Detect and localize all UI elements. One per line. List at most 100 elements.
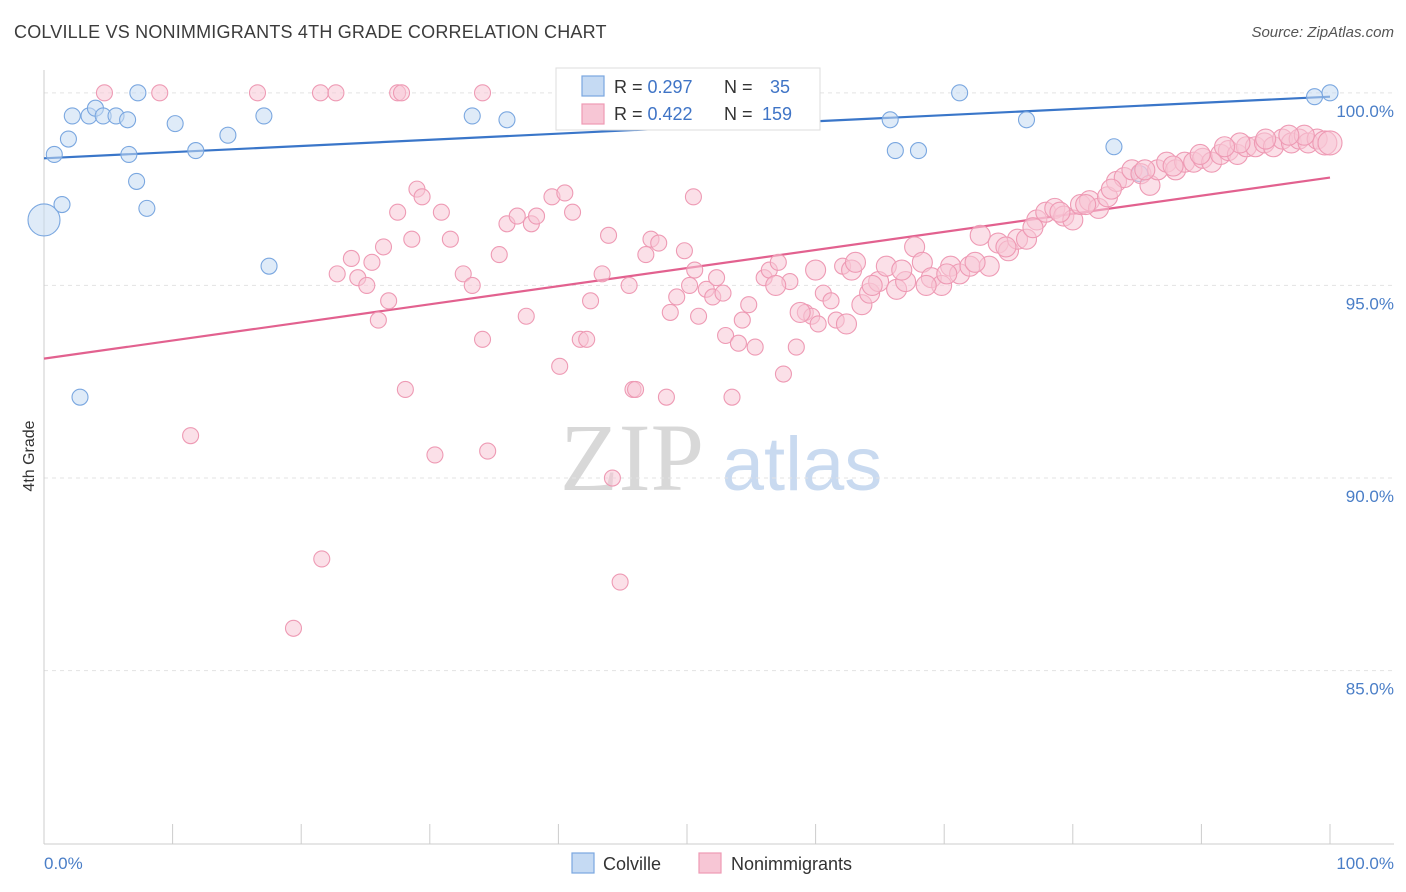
- nonimmigrants-point: [681, 276, 699, 294]
- nonimmigrants-point: [969, 224, 991, 246]
- trend-lines: [43, 95, 1331, 360]
- colville-point: [166, 115, 184, 133]
- nonimmigrants-point: [473, 84, 492, 102]
- nonimmigrants-point: [936, 263, 958, 285]
- nonimmigrants-point: [358, 276, 376, 294]
- nonimmigrants-point: [714, 284, 732, 302]
- nonimmigrants-point: [403, 230, 421, 248]
- colville-point: [260, 257, 278, 275]
- nonimmigrants-point: [578, 330, 596, 348]
- nonimmigrants-point: [740, 296, 758, 314]
- colville-point: [128, 172, 146, 190]
- nonimmigrants-point: [1278, 124, 1300, 146]
- nonimmigrants-point: [690, 307, 708, 325]
- nonimmigrants-point: [517, 307, 535, 325]
- nonimmigrants-point: [789, 301, 811, 323]
- bottom-legend-swatch-colville: [571, 852, 595, 874]
- nonimmigrants-point: [769, 253, 787, 271]
- nonimmigrants-point: [600, 226, 618, 244]
- nonimmigrants-point: [891, 259, 913, 281]
- legend-n-label-1: N =: [724, 77, 753, 97]
- nonimmigrants-point: [861, 274, 883, 296]
- colville-point: [881, 111, 899, 129]
- nonimmigrants-point: [454, 265, 472, 283]
- nonimmigrants-point: [479, 442, 497, 460]
- legend-n-label-2: N =: [724, 104, 753, 124]
- colville-point: [498, 111, 516, 129]
- y-tick-label: 95.0%: [1346, 294, 1394, 313]
- colville-point: [187, 142, 205, 160]
- nonimmigrants-point: [844, 251, 867, 273]
- colville-point: [129, 84, 147, 102]
- nonimmigrants-point: [563, 203, 582, 221]
- y-tick-label: 90.0%: [1346, 487, 1394, 506]
- nonimmigrants-point: [363, 253, 381, 271]
- nonimmigrants-point: [1134, 159, 1156, 181]
- nonimmigrants-point: [1189, 143, 1211, 166]
- axes: [43, 70, 1394, 845]
- nonimmigrants-point: [765, 274, 787, 296]
- y-tick-label: 85.0%: [1346, 680, 1394, 699]
- nonimmigrants-point: [835, 313, 858, 335]
- nonimmigrants-point: [311, 84, 330, 102]
- colville-point: [120, 145, 138, 164]
- nonimmigrants-point: [248, 84, 267, 102]
- colville-point: [1017, 111, 1036, 129]
- nonimmigrants-point: [729, 334, 747, 352]
- colville-point: [138, 199, 156, 217]
- nonimmigrants-point: [809, 315, 827, 333]
- nonimmigrants-point: [463, 276, 481, 294]
- legend-swatch-nonimmigrants: [581, 103, 605, 125]
- y-tick-label: 100.0%: [1336, 102, 1394, 121]
- nonimmigrants-point: [426, 446, 444, 464]
- colville-point: [255, 107, 273, 125]
- chart-title: COLVILLE VS NONIMMIGRANTS 4TH GRADE CORR…: [14, 22, 607, 42]
- nonimmigrants-point: [413, 188, 431, 206]
- nonimmigrants-point: [389, 203, 407, 221]
- nonimmigrants-point: [717, 326, 735, 345]
- nonimmigrants-point: [284, 619, 303, 637]
- legend-n-value-1: 35: [770, 77, 790, 97]
- nonimmigrants-point: [1213, 136, 1236, 158]
- nonimmigrants-point: [551, 357, 569, 375]
- legend-r-label-2: R =: [614, 104, 648, 124]
- nonimmigrants-point: [661, 303, 679, 321]
- nonimmigrants-point: [473, 330, 492, 348]
- nonimmigrants-point: [657, 388, 675, 406]
- bottom-legend-label-nonimmigrants: Nonimmigrants: [731, 854, 852, 874]
- nonimmigrants-point: [556, 184, 574, 202]
- nonimmigrants-point: [313, 550, 331, 568]
- nonimmigrants-point: [369, 311, 387, 329]
- colville-point: [909, 142, 928, 160]
- stats-legend: R = 0.297 N = 35 R = 0.422 N = 159: [555, 67, 821, 131]
- nonimmigrants-point: [1049, 201, 1071, 223]
- nonimmigrants-point: [733, 311, 751, 329]
- nonimmigrants-point: [581, 292, 600, 310]
- nonimmigrants-point: [746, 338, 764, 356]
- nonimmigrants-point: [490, 246, 508, 264]
- nonimmigrants-point: [527, 207, 546, 225]
- y-axis-title: 4th Grade: [21, 420, 38, 491]
- legend-r-value-2: 0.422: [648, 104, 693, 124]
- svg-text:R = 0.422: R = 0.422: [614, 104, 693, 124]
- nonimmigrants-point: [1255, 128, 1277, 150]
- colville-point: [45, 145, 63, 164]
- nonimmigrants-point: [637, 246, 655, 264]
- nonimmigrants-point: [915, 274, 937, 296]
- nonimmigrants-point: [684, 188, 702, 206]
- nonimmigrants-point: [392, 84, 411, 102]
- nonimmigrants-point: [342, 249, 360, 268]
- nonimmigrants-point: [708, 269, 726, 287]
- scatter-points: [27, 84, 1343, 637]
- nonimmigrants-point: [151, 84, 169, 102]
- watermark-atlas: atlas: [722, 422, 883, 507]
- legend-swatch-colville: [581, 75, 605, 97]
- nonimmigrants-point: [1075, 193, 1097, 216]
- nonimmigrants-point: [995, 236, 1017, 258]
- nonimmigrants-point: [1317, 130, 1343, 156]
- series-legend: Colville Nonimmigrants: [571, 852, 852, 874]
- bottom-legend-swatch-nonimmigrants: [698, 852, 722, 874]
- nonimmigrants-point: [593, 265, 611, 283]
- colville-point: [1321, 84, 1339, 102]
